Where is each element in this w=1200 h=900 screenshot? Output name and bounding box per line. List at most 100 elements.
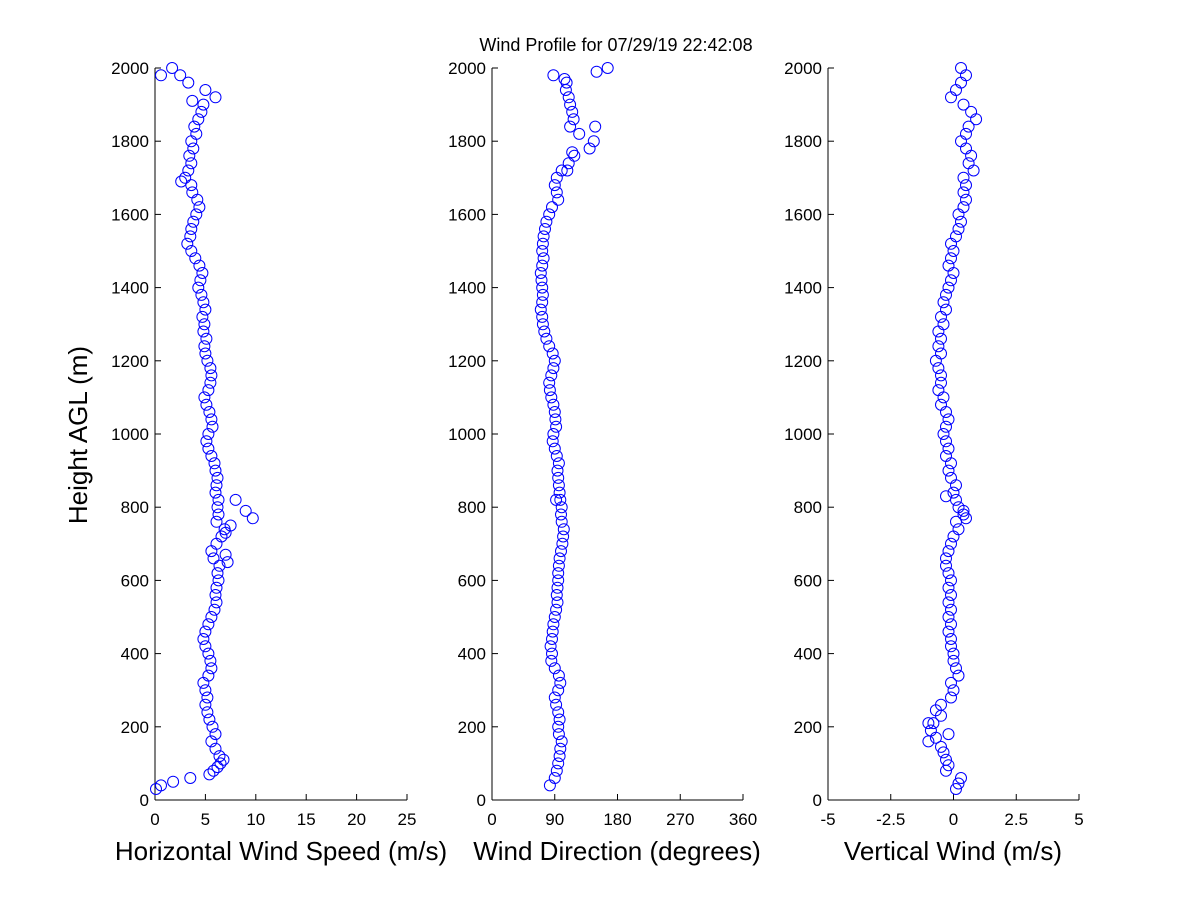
- data-point: [947, 654, 960, 667]
- data-point: [935, 398, 947, 411]
- data-point: [205, 450, 218, 462]
- y-tick-label: 600: [458, 571, 486, 590]
- x-tick-label: 0: [949, 810, 958, 829]
- data-point: [947, 684, 960, 697]
- y-tick-label: 1000: [784, 425, 822, 444]
- data-point: [209, 589, 222, 601]
- y-tick-label: 200: [121, 718, 149, 737]
- y-tick-label: 400: [458, 645, 486, 664]
- data-point: [922, 717, 935, 730]
- data-point: [952, 669, 965, 682]
- data-point: [190, 127, 203, 140]
- y-tick-label: 600: [121, 571, 149, 590]
- data-point: [553, 713, 566, 726]
- data-point: [957, 504, 970, 517]
- data-point: [155, 779, 167, 792]
- x-tick-label: 20: [347, 810, 366, 829]
- y-tick-label: 2000: [448, 59, 486, 78]
- data-point: [940, 559, 952, 572]
- data-point: [942, 259, 955, 272]
- data-point: [196, 310, 209, 323]
- data-point: [940, 435, 952, 448]
- data-point: [548, 179, 561, 192]
- data-point: [551, 581, 564, 594]
- data-point: [195, 288, 208, 301]
- data-point: [937, 296, 950, 309]
- data-point: [957, 201, 970, 214]
- data-point: [199, 84, 212, 96]
- data-point: [546, 647, 558, 660]
- data-point: [548, 354, 561, 367]
- data-point: [185, 245, 198, 257]
- data-point: [940, 288, 952, 301]
- y-tick-label: 200: [794, 718, 822, 737]
- data-point: [535, 274, 548, 287]
- data-point: [560, 76, 573, 89]
- data-point: [210, 537, 223, 550]
- data-point: [550, 589, 563, 601]
- y-tick-label: 1400: [784, 279, 822, 298]
- wind-direction-panel: Wind Direction (degrees) 0 200 400 600 800 10…: [448, 59, 761, 866]
- data-point: [197, 633, 210, 645]
- data-point: [955, 76, 967, 89]
- data-point: [945, 603, 957, 616]
- data-point: [960, 127, 972, 140]
- data-point: [552, 669, 565, 682]
- data-point: [547, 428, 560, 440]
- data-point: [548, 406, 561, 418]
- data-point: [175, 175, 188, 188]
- data-point: [211, 501, 224, 514]
- data-point: [209, 486, 222, 499]
- data-point: [557, 523, 570, 536]
- data-point: [187, 215, 200, 228]
- data-point: [945, 457, 957, 470]
- data-point: [960, 512, 972, 525]
- data-point: [955, 135, 967, 148]
- data-point: [209, 91, 222, 104]
- data-point: [198, 391, 211, 404]
- data-point: [561, 164, 574, 177]
- y-tick-label: 800: [458, 498, 486, 517]
- data-point: [942, 625, 955, 638]
- data-point: [556, 537, 569, 550]
- data-point: [209, 742, 222, 755]
- data-point: [224, 519, 237, 532]
- data-point: [935, 376, 947, 389]
- data-point: [589, 120, 602, 133]
- data-point: [205, 369, 218, 382]
- data-point: [246, 512, 259, 525]
- x-tick-label: 90: [545, 810, 564, 829]
- data-point: [942, 281, 955, 294]
- data-point: [543, 384, 556, 397]
- data-point: [543, 376, 556, 389]
- x-tick-label: 25: [398, 810, 417, 829]
- data-point: [957, 186, 970, 199]
- data-point: [210, 515, 223, 528]
- data-point: [197, 676, 210, 689]
- data-point: [184, 230, 197, 243]
- data-point: [208, 457, 221, 470]
- x-tick-label: 5: [1074, 810, 1083, 829]
- data-point: [957, 171, 970, 184]
- data-point: [942, 596, 955, 609]
- data-point: [940, 450, 952, 462]
- data-point: [166, 62, 179, 74]
- data-point: [547, 69, 560, 82]
- data-point: [932, 340, 945, 353]
- data-point: [955, 62, 967, 74]
- data-point: [201, 706, 214, 719]
- data-point: [217, 753, 230, 766]
- data-point: [196, 267, 209, 279]
- y-axis-label: Height AGL (m): [63, 346, 93, 524]
- data-point: [199, 698, 212, 711]
- data-point: [940, 303, 952, 316]
- data-point: [212, 508, 225, 521]
- data-point: [942, 464, 955, 477]
- data-point: [942, 581, 955, 594]
- y-tick-label: 1600: [111, 205, 149, 224]
- data-point: [553, 750, 566, 763]
- data-point: [174, 69, 187, 82]
- data-point: [590, 65, 603, 78]
- data-point: [962, 157, 975, 170]
- data-point: [194, 274, 207, 287]
